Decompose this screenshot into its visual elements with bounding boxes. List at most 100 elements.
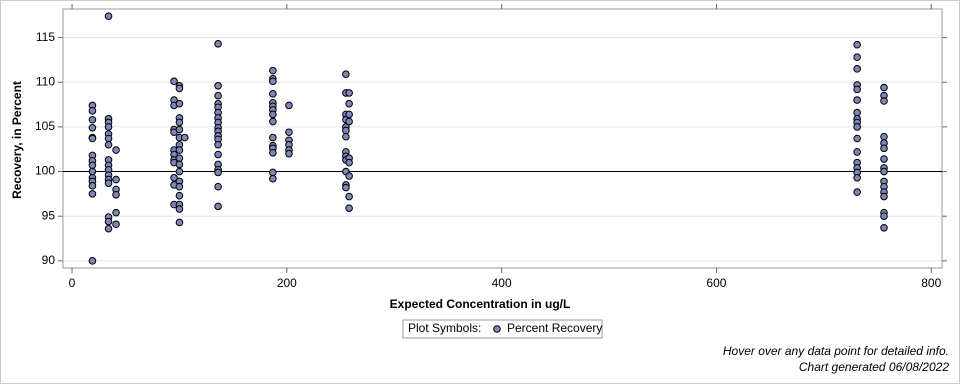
data-point <box>214 150 222 159</box>
data-point <box>175 167 184 176</box>
data-point <box>170 173 178 182</box>
data-point <box>104 134 113 143</box>
x-axis-label: Expected Concentration in ug/L <box>390 297 571 311</box>
data-point <box>88 190 97 198</box>
data-point <box>880 212 888 220</box>
data-point <box>175 191 184 200</box>
data-point <box>112 220 120 229</box>
data-point <box>269 148 277 157</box>
data-point <box>269 110 277 119</box>
data-point <box>345 192 353 201</box>
data-point <box>88 167 97 176</box>
data-point <box>880 224 888 232</box>
data-point <box>342 183 350 192</box>
data-point <box>104 140 113 149</box>
legend-marker <box>493 325 501 333</box>
data-point <box>104 224 113 233</box>
data-point <box>112 146 120 154</box>
data-point <box>175 205 184 213</box>
data-point <box>214 202 222 211</box>
legend-label: Percent Recovery <box>507 321 602 335</box>
y-tick-label: 95 <box>42 208 56 222</box>
data-point <box>853 53 861 62</box>
data-point <box>104 123 113 131</box>
data-point <box>853 96 861 104</box>
data-point <box>214 40 222 48</box>
data-point <box>175 99 184 108</box>
y-tick-label: 110 <box>36 74 55 88</box>
data-point <box>175 218 184 227</box>
data-point <box>853 188 861 196</box>
data-point <box>880 144 888 153</box>
data-point <box>214 168 222 177</box>
data-point <box>88 182 97 190</box>
x-tick-label: 600 <box>706 276 726 290</box>
data-point <box>104 12 113 20</box>
data-point <box>269 77 277 86</box>
data-point <box>853 65 861 73</box>
data-point <box>175 146 184 154</box>
data-point <box>175 125 184 134</box>
data-point <box>880 132 888 141</box>
data-point <box>345 158 353 167</box>
legend-title: Plot Symbols: <box>408 321 481 335</box>
data-point <box>269 133 277 142</box>
y-tick-label: 115 <box>36 30 55 44</box>
data-point <box>269 174 277 183</box>
x-tick-label: 0 <box>69 276 76 290</box>
legend-box <box>402 319 603 339</box>
data-point <box>880 83 888 92</box>
data-point <box>269 66 277 75</box>
data-point <box>345 99 353 108</box>
data-point <box>269 90 277 98</box>
data-point <box>214 91 222 100</box>
data-point <box>880 97 888 105</box>
data-point <box>345 117 353 126</box>
data-point <box>853 40 861 49</box>
data-point <box>345 110 353 119</box>
y-axis-label: Recovery, in Percent <box>10 81 24 199</box>
data-point <box>88 107 97 115</box>
data-point <box>285 149 293 158</box>
x-tick-label: 200 <box>277 276 297 290</box>
data-point <box>342 126 350 135</box>
footnote: Chart generated 06/08/2022 <box>799 360 949 374</box>
data-point <box>175 154 184 162</box>
y-tick-label: 90 <box>42 253 56 267</box>
y-tick-label: 100 <box>35 164 55 178</box>
data-point <box>269 117 277 126</box>
plot-frame <box>62 8 943 269</box>
data-point <box>853 85 861 94</box>
data-point <box>175 118 184 127</box>
data-point <box>285 101 293 110</box>
data-point <box>853 123 861 131</box>
data-point <box>342 132 350 141</box>
data-point <box>88 134 97 143</box>
data-point <box>170 77 178 86</box>
data-point <box>214 82 222 90</box>
data-point <box>853 173 861 182</box>
data-point <box>269 168 277 177</box>
data-point <box>88 257 97 265</box>
data-point <box>112 190 120 199</box>
data-point <box>104 179 113 187</box>
data-point <box>345 172 353 180</box>
y-tick-label: 105 <box>35 119 55 133</box>
data-point <box>345 89 353 97</box>
x-tick-label: 400 <box>492 276 512 290</box>
data-point <box>180 133 189 142</box>
data-point <box>853 134 861 143</box>
data-point <box>880 192 888 201</box>
data-point <box>175 182 184 191</box>
data-point <box>112 208 120 217</box>
x-tick-label: 800 <box>921 276 941 290</box>
data-point <box>345 204 353 212</box>
data-point <box>112 175 120 184</box>
data-point <box>342 70 350 78</box>
data-point <box>88 123 97 132</box>
data-point <box>175 84 184 93</box>
data-point <box>88 115 97 124</box>
data-point <box>853 108 861 117</box>
data-point <box>214 140 222 149</box>
